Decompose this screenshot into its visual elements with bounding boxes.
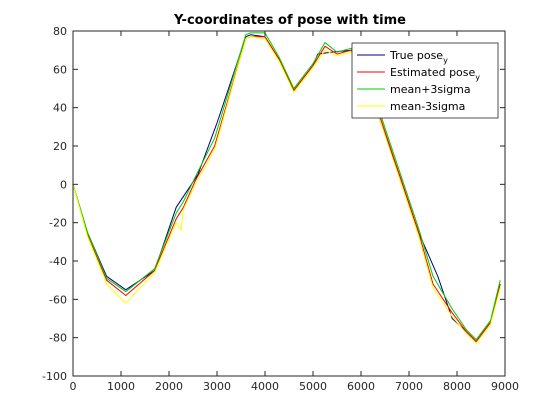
y-tick-label: 80	[53, 25, 67, 38]
x-tick-label: 6000	[347, 380, 375, 393]
axes-frame	[72, 30, 506, 377]
x-tick-label: 1000	[107, 380, 135, 393]
x-tick-label: 2000	[155, 380, 183, 393]
y-tick-label: -100	[42, 370, 67, 383]
x-axis: 0 1000 2000 3000 4000 5000 6000 7000 8000 9000	[70, 31, 519, 393]
series-line-2	[72, 36, 501, 342]
x-tick-label: 7000	[395, 380, 423, 393]
x-tick-label: 8000	[443, 380, 471, 393]
x-tick-label: 5000	[299, 380, 327, 393]
series-line-3	[72, 32, 501, 341]
y-tick-label: 0	[60, 178, 67, 191]
series-layer	[72, 32, 501, 344]
y-tick-label: -40	[49, 255, 67, 268]
y-tick-label: 20	[53, 140, 67, 153]
y-tick-label: -20	[49, 217, 67, 230]
y-tick-label: 40	[53, 102, 67, 115]
y-axis: -100 -80 -60 -40 -20 0 20 40 60 80	[42, 25, 505, 383]
x-tick-label: 0	[70, 380, 77, 393]
legend-label-3: mean+3sigma	[390, 83, 471, 96]
chart-title: Y-coordinates of pose with time	[173, 13, 406, 28]
series-line-4	[72, 36, 501, 344]
x-tick-label: 3000	[203, 380, 231, 393]
x-tick-label: 9000	[491, 380, 519, 393]
legend-label-2: Estimated posey	[390, 66, 480, 82]
y-tick-label: -60	[49, 293, 67, 306]
legend-label-1: True posey	[389, 49, 448, 65]
y-tick-label: -80	[49, 332, 67, 345]
legend-label-4: mean-3sigma	[390, 100, 465, 113]
x-tick-label: 4000	[251, 380, 279, 393]
y-tick-label: 60	[53, 63, 67, 76]
